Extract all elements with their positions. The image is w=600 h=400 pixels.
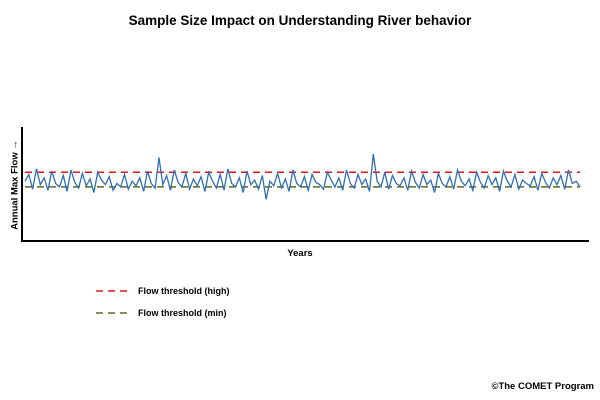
y-axis-label: Annual Max Flow →	[9, 140, 21, 230]
series-line	[24, 154, 581, 200]
legend-item-high: Flow threshold (high)	[96, 281, 230, 301]
legend-swatch-min	[96, 312, 130, 314]
chart-title: Sample Size Impact on Understanding Rive…	[128, 13, 472, 28]
legend-swatch-high	[96, 290, 130, 292]
legend-label-min: Flow threshold (min)	[138, 308, 227, 318]
legend: Flow threshold (high) Flow threshold (mi…	[96, 281, 230, 325]
copyright-notice: ©The COMET Program	[491, 381, 594, 392]
legend-item-min: Flow threshold (min)	[96, 303, 230, 323]
x-axis-label: Years	[287, 248, 313, 259]
legend-label-high: Flow threshold (high)	[138, 286, 230, 296]
